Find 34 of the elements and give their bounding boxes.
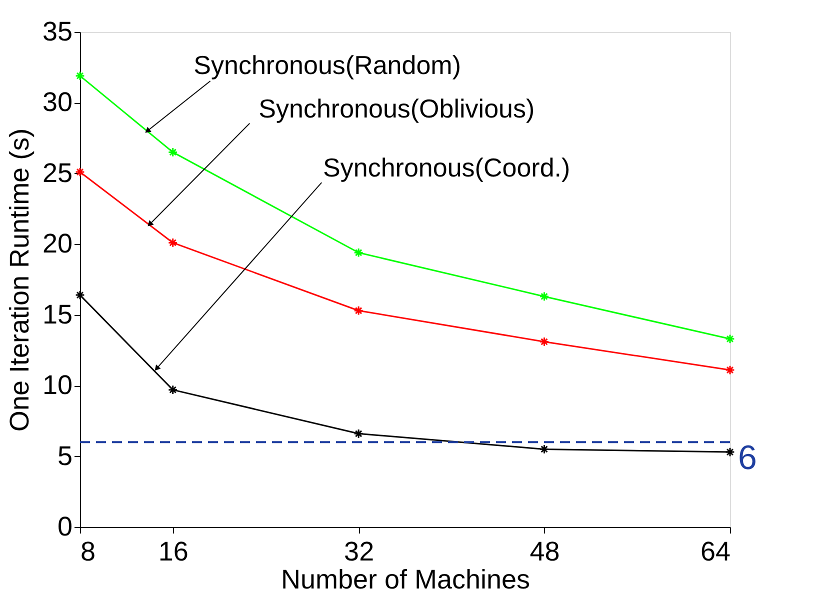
point: [75, 70, 85, 81]
x-tick-label: 32: [344, 536, 374, 566]
annotation: Synchronous(Coord.): [323, 152, 570, 183]
y-tick-label: 5: [57, 440, 72, 471]
point: [354, 306, 364, 316]
y-tick-label: 15: [42, 299, 72, 330]
x-tick-label: 16: [158, 536, 188, 566]
point: [539, 336, 550, 347]
point: [539, 444, 550, 454]
point: [725, 365, 735, 375]
y-tick-label: 35: [42, 16, 72, 46]
y-tick-label: 10: [42, 370, 72, 400]
point: [725, 334, 735, 344]
ref-line-label: 6: [738, 439, 757, 478]
x-tick-label: 8: [80, 536, 96, 566]
point: [168, 384, 178, 395]
x-axis-title: Number of Machines: [280, 564, 530, 594]
y-tick-label: 0: [57, 512, 72, 542]
point: [539, 292, 550, 302]
point: [725, 447, 735, 457]
point: [354, 248, 364, 258]
point: [354, 428, 364, 439]
x-tick-label: 64: [700, 536, 730, 566]
point: [75, 167, 85, 177]
point: [75, 290, 85, 300]
y-axis-title: One Iteration Runtime (s): [4, 128, 34, 432]
annotation: Synchronous(Oblivious): [258, 93, 535, 124]
y-tick-label: 30: [42, 87, 72, 118]
point: [168, 238, 178, 248]
annotation: Synchronous(Random): [194, 50, 461, 80]
x-tick-label: 48: [530, 536, 560, 566]
y-tick-label: 25: [42, 158, 72, 188]
y-tick-label: 20: [42, 228, 72, 259]
point: [168, 147, 178, 158]
